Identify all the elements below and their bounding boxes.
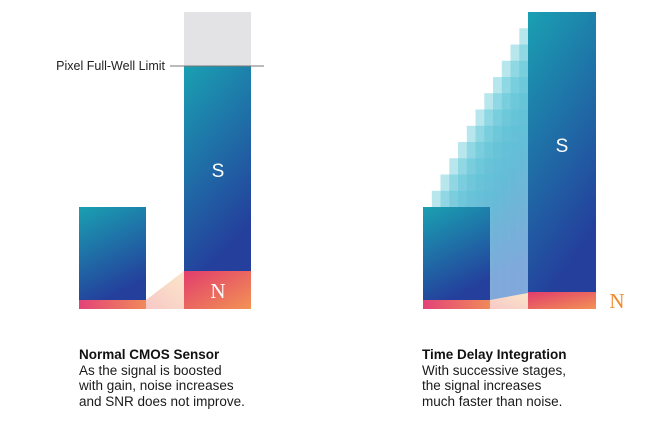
left-caption: Normal CMOS Sensor As the signal is boos… [79,347,245,409]
left-panel: Pixel Full-Well Limit S N [56,12,264,309]
left-caption-line-3: and SNR does not improve. [79,393,245,409]
right-panel: S N [423,12,625,313]
left-signal-letter: S [212,161,225,182]
right-caption-line-1: With successive stages, [422,362,567,378]
left-small-signal-bar [79,207,146,301]
right-first-stage-noise-strip [423,300,490,309]
left-noise-letter: N [210,279,225,303]
right-noise-letter: N [609,289,624,313]
left-small-noise-strip [79,300,146,309]
left-headroom-block [184,12,251,66]
full-well-limit-label: Pixel Full-Well Limit [56,59,165,73]
right-caption: Time Delay Integration With successive s… [422,347,567,409]
right-signal-letter: S [556,136,569,157]
right-tall-signal-bar [528,12,596,292]
right-noise-connector [490,293,528,309]
right-tall-noise-strip [528,292,596,309]
right-caption-line-2: the signal increases [422,378,542,393]
left-tall-noise-block [184,271,251,309]
left-caption-line-2: with gain, noise increases [79,378,234,393]
right-caption-line-3: much faster than noise. [422,393,563,409]
left-caption-line-1: As the signal is boosted [79,362,222,378]
right-caption-title: Time Delay Integration [422,347,567,362]
left-noise-connector [146,271,184,309]
left-tall-signal-bar [184,66,251,271]
left-caption-title: Normal CMOS Sensor [79,347,220,362]
right-first-stage-signal-bar [423,207,490,301]
